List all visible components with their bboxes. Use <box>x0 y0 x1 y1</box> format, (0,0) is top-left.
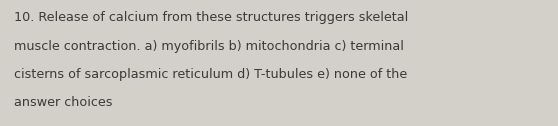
Text: 10. Release of calcium from these structures triggers skeletal: 10. Release of calcium from these struct… <box>14 11 408 24</box>
Text: muscle contraction. a) myofibrils b) mitochondria c) terminal: muscle contraction. a) myofibrils b) mit… <box>14 40 404 53</box>
Text: cisterns of sarcoplasmic reticulum d) T-tubules e) none of the: cisterns of sarcoplasmic reticulum d) T-… <box>14 68 407 81</box>
Text: answer choices: answer choices <box>14 96 113 109</box>
